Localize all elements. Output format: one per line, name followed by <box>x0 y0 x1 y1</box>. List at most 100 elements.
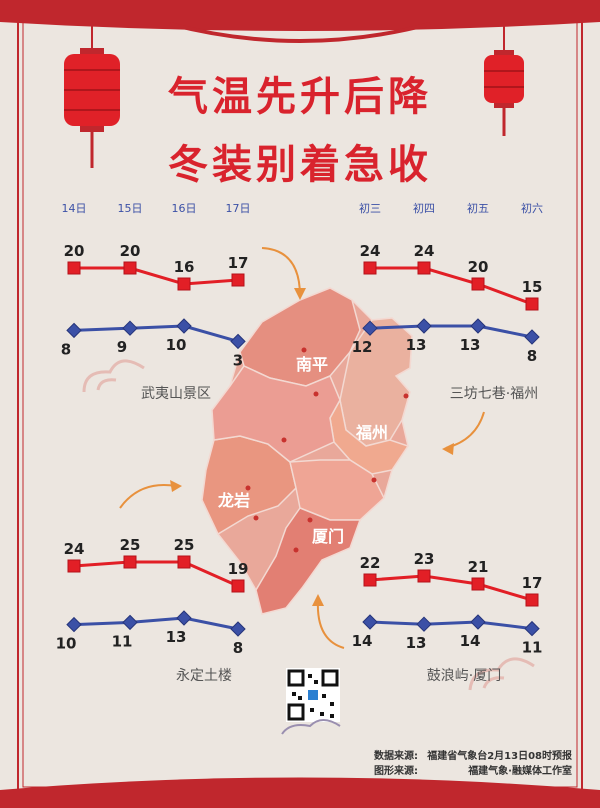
lantern-left-icon <box>64 24 120 168</box>
data-source-label: 数据来源: <box>374 751 418 762</box>
x-tick-label: 15日 <box>118 202 143 215</box>
low-data-label: 13 <box>166 628 187 646</box>
cloud-left-icon <box>82 359 145 393</box>
x-tick-label: 初五 <box>467 201 489 215</box>
high-data-label: 20 <box>64 242 85 260</box>
low-point <box>176 318 192 334</box>
bottom-pattern-band <box>0 777 600 808</box>
map-label-longyan: 龙岩 <box>217 491 250 510</box>
map-label-fuzhou: 福州 <box>355 423 388 442</box>
high-point <box>471 277 485 291</box>
high-point <box>231 273 245 287</box>
high-point <box>123 555 137 569</box>
location-label: 永定土楼 <box>176 668 232 684</box>
high-point <box>417 569 431 583</box>
high-point <box>525 593 539 607</box>
high-point <box>123 261 137 275</box>
low-data-label: 8 <box>527 347 537 365</box>
low-point <box>524 620 540 637</box>
low-data-label: 14 <box>352 632 373 650</box>
low-point <box>66 616 82 633</box>
chart-2: 初三 初四 初五 初六 24 24 20 15 12 13 13 8 三坊七巷·福州 <box>352 201 543 402</box>
high-point <box>417 261 431 275</box>
high-point <box>363 573 377 587</box>
high-point <box>363 261 377 275</box>
low-point <box>524 329 540 345</box>
high-data-label: 21 <box>468 558 489 576</box>
top-pattern-band <box>0 0 600 31</box>
low-data-label: 12 <box>352 338 373 356</box>
location-label: 鼓浪屿·厦门 <box>427 668 501 684</box>
high-data-label: 17 <box>522 574 543 592</box>
low-point <box>230 333 246 350</box>
chart-4: 22 23 21 17 14 13 14 11 鼓浪屿·厦门 <box>352 550 543 684</box>
low-data-label: 13 <box>406 634 427 652</box>
top-arch <box>169 22 431 43</box>
arrow-gulangyu <box>316 599 345 649</box>
low-point <box>416 318 432 334</box>
lantern-right-icon <box>484 24 524 136</box>
high-data-label: 15 <box>522 278 543 296</box>
high-data-label: 17 <box>228 254 249 272</box>
high-point <box>67 261 81 275</box>
low-data-label: 8 <box>233 639 243 657</box>
low-point <box>176 610 192 626</box>
high-data-label: 25 <box>174 536 195 554</box>
fujian-map <box>201 287 413 615</box>
high-data-label: 24 <box>414 242 435 260</box>
cloud-right-icon <box>468 657 535 691</box>
low-data-label: 11 <box>522 639 543 657</box>
low-data-label: 10 <box>166 336 187 354</box>
high-data-label: 22 <box>360 554 381 572</box>
low-data-label: 13 <box>406 336 427 354</box>
high-data-label: 24 <box>360 242 381 260</box>
low-point <box>416 616 432 632</box>
low-point <box>470 614 486 630</box>
title-line1: 气温先升后降 <box>168 73 432 120</box>
x-tick-label: 17日 <box>226 202 251 215</box>
high-data-label: 20 <box>120 242 141 260</box>
low-data-label: 8 <box>61 340 71 358</box>
low-data-label: 13 <box>460 336 481 354</box>
high-series-line <box>369 574 533 602</box>
logo-cloud-icon <box>281 719 341 735</box>
low-point <box>362 320 378 336</box>
high-data-label: 16 <box>174 258 195 276</box>
high-point <box>177 555 191 569</box>
high-point <box>177 277 191 291</box>
map-label-xiamen: 厦门 <box>312 527 344 546</box>
low-data-label: 9 <box>117 338 127 356</box>
high-series-line <box>73 560 239 588</box>
high-series-line <box>74 266 239 286</box>
low-series-line <box>369 620 533 631</box>
x-tick-label: 初六 <box>521 201 543 215</box>
low-point <box>122 614 138 631</box>
low-point <box>470 318 486 334</box>
high-series-line <box>370 266 533 306</box>
high-point <box>471 577 485 591</box>
low-point <box>122 320 138 336</box>
chart-1: 14日 15日 16日 17日 20 20 16 17 8 9 10 3 武夷山景区 <box>61 202 251 402</box>
high-point <box>67 559 81 573</box>
location-label: 三坊七巷·福州 <box>450 386 538 402</box>
high-data-label: 20 <box>468 258 489 276</box>
x-tick-label: 14日 <box>62 202 87 215</box>
arrow-wuyishan <box>261 247 301 297</box>
high-data-label: 23 <box>414 550 435 568</box>
low-data-label: 14 <box>460 632 481 650</box>
title-line2: 冬装别着急收 <box>168 141 432 188</box>
high-data-label: 19 <box>228 560 249 578</box>
high-point <box>231 579 245 593</box>
low-data-label: 11 <box>112 632 133 650</box>
graphic-source-label: 图形来源: <box>374 766 418 777</box>
low-series-line <box>73 616 239 631</box>
graphic-source: 福建气象·融媒体工作室 <box>468 766 572 777</box>
high-data-label: 25 <box>120 536 141 554</box>
x-tick-label: 16日 <box>172 202 197 215</box>
x-tick-label: 初四 <box>413 201 435 215</box>
location-label: 武夷山景区 <box>141 386 211 402</box>
low-series-line <box>369 324 533 339</box>
